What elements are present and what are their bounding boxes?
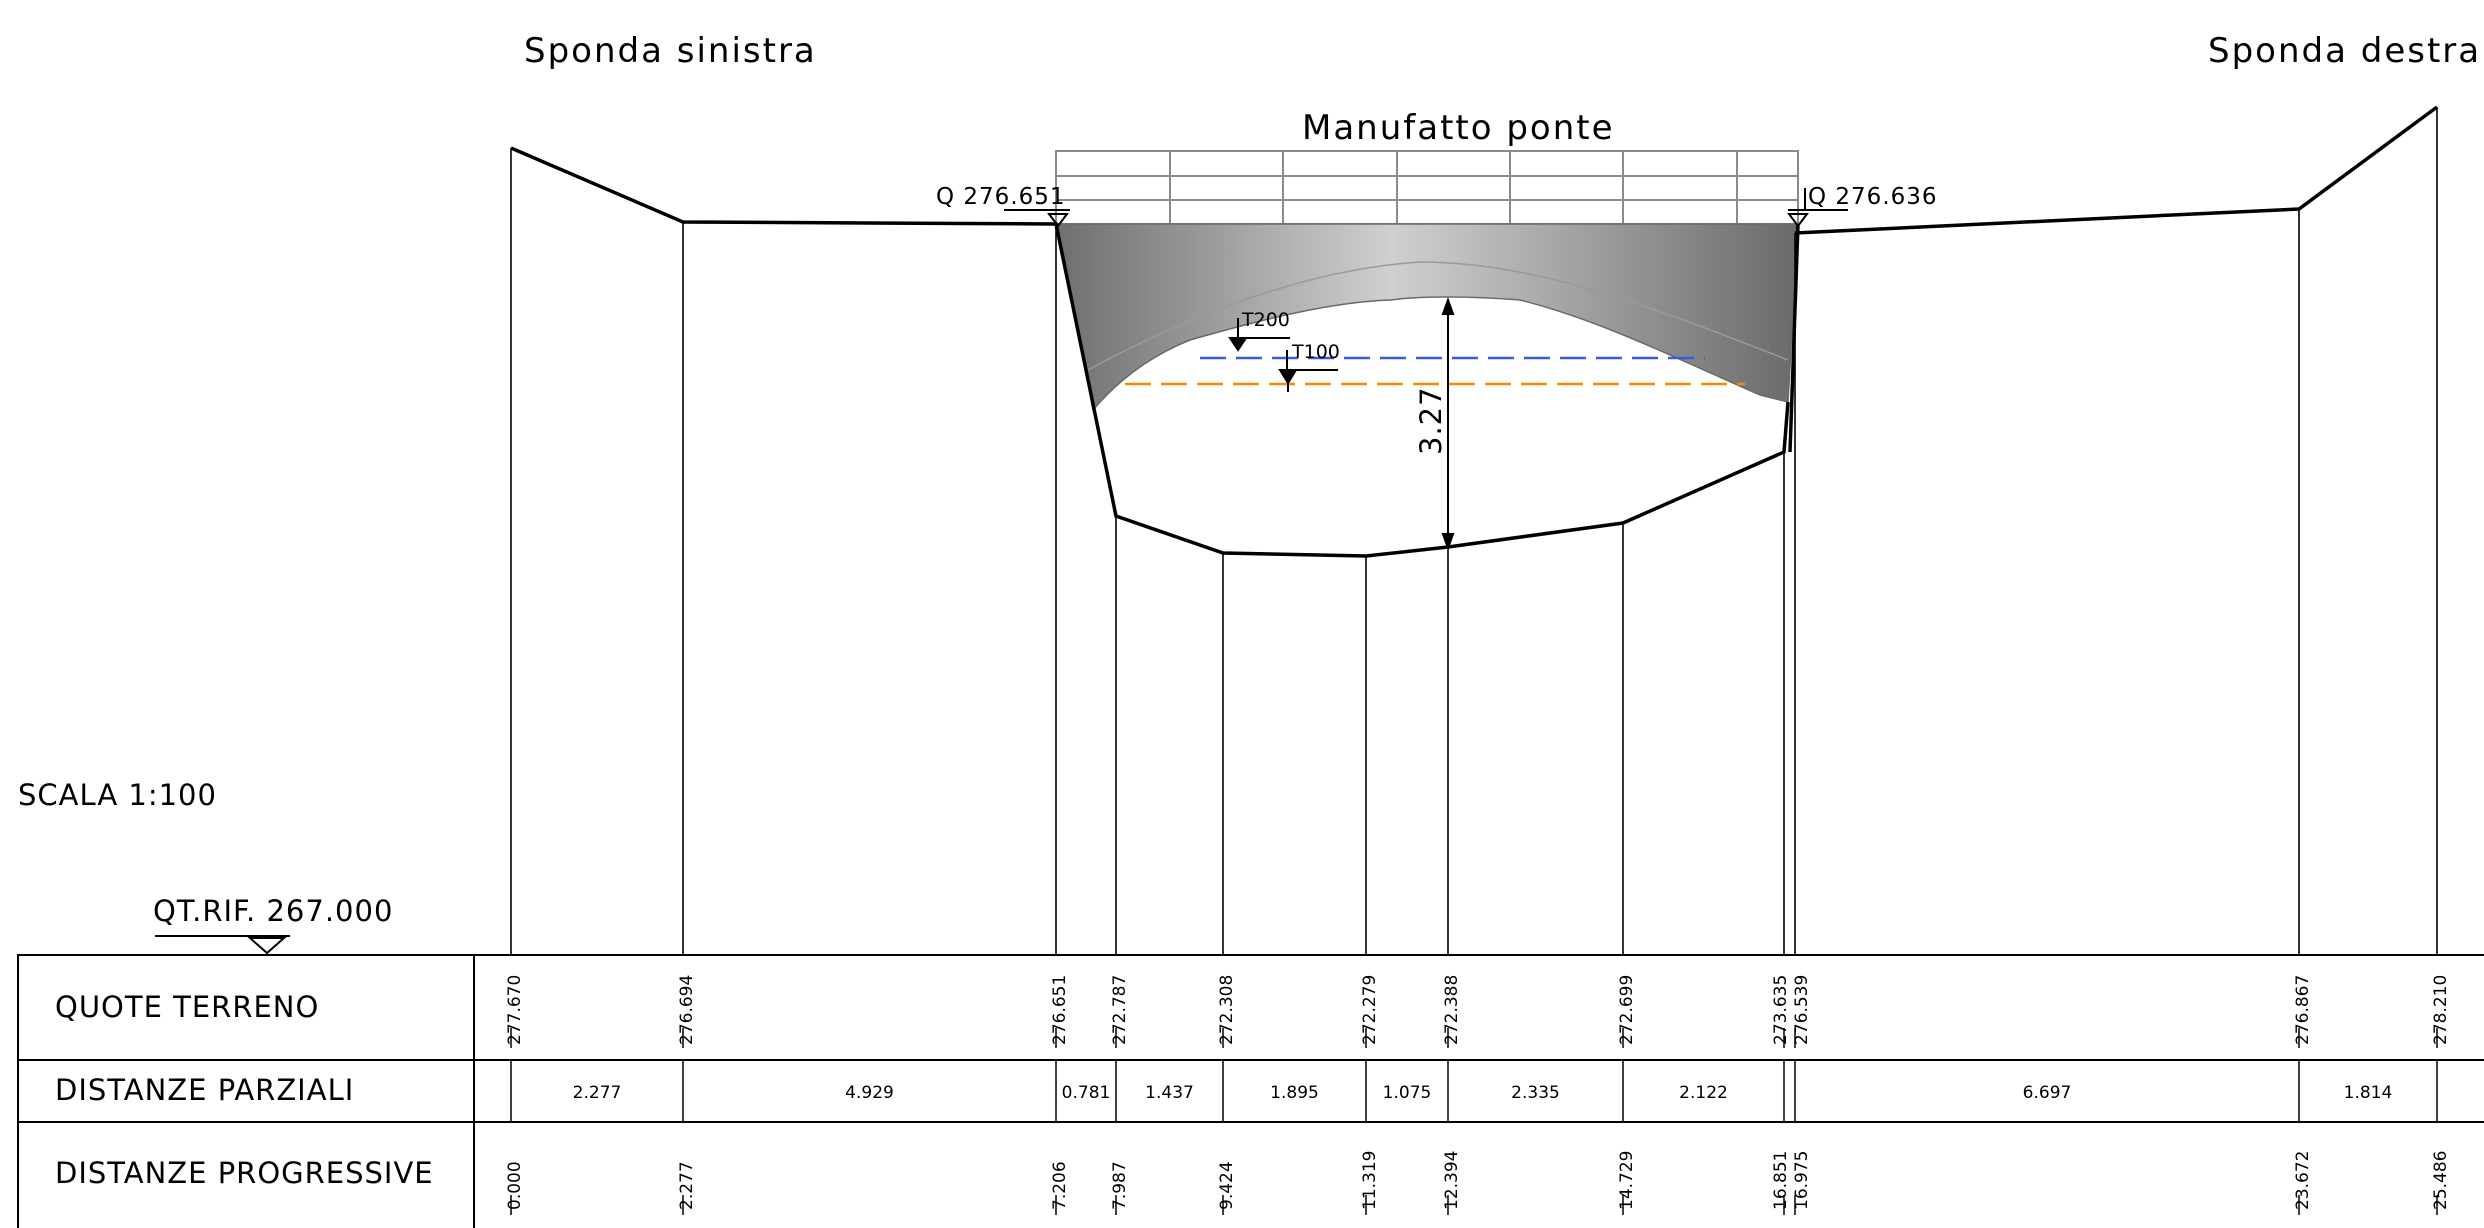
distanza-parziale-value: 2.122 (1679, 1083, 1728, 1103)
q-left-label: Q 276.651 (936, 184, 1066, 210)
distanza-progressiva-value: 11.319 (1360, 1151, 1380, 1210)
distanza-progressiva-value: 12.394 (1442, 1151, 1462, 1210)
bridge-intrados-line (1087, 261, 1789, 371)
distanza-parziale-value: 4.929 (845, 1083, 894, 1103)
row-label-distanze-parziali: DISTANZE PARZIALI (55, 1073, 354, 1107)
distanza-progressiva-value: 0.000 (505, 1161, 525, 1210)
t100-marker (1278, 350, 1338, 392)
clearance-dimension (1441, 297, 1455, 551)
distanza-parziale-value: 1.437 (1145, 1083, 1194, 1103)
table-cells: 277.670 276.694 276.651 272.787 272.308 272.2… (505, 975, 2451, 1215)
t200-label: T200 (1241, 309, 1290, 331)
quote-terreno-value: 276.867 (2293, 975, 2313, 1045)
distanza-parziale-value: 2.335 (1511, 1083, 1560, 1103)
quote-terreno-value: 278.210 (2431, 975, 2451, 1045)
distanza-progressiva-value: 7.987 (1110, 1161, 1130, 1210)
distanza-parziale-value: 1.895 (1270, 1083, 1319, 1103)
distanza-parziale-value: 1.075 (1383, 1083, 1432, 1103)
distanza-progressiva-value: 2.277 (677, 1161, 697, 1210)
ground-profile-right (1794, 105, 2439, 235)
q-right-label: Q 276.636 (1808, 184, 1938, 210)
quote-terreno-value: 276.694 (677, 975, 697, 1045)
quote-terreno-value: 276.539 (1792, 975, 1812, 1045)
quote-terreno-value: 272.699 (1617, 975, 1637, 1045)
left-bank-title: Sponda sinistra (524, 31, 817, 71)
station-verticals (510, 107, 2438, 955)
quote-terreno-value: 276.651 (1050, 975, 1070, 1045)
distanza-parziale-value: 0.781 (1062, 1083, 1111, 1103)
distanza-progressiva-value: 9.424 (1217, 1161, 1237, 1210)
q-right-marker (1787, 188, 1848, 228)
right-abutment (1788, 223, 1800, 453)
row-label-quote-terreno: QUOTE TERRENO (55, 990, 319, 1024)
bridge-deck (1057, 223, 1799, 412)
quote-terreno-value: 272.308 (1217, 975, 1237, 1045)
distanza-parziale-value: 6.697 (2023, 1083, 2072, 1103)
bridge-title: Manufatto ponte (1302, 108, 1615, 148)
bridge-railing (1055, 150, 1799, 225)
q-left-marker (1004, 209, 1070, 228)
distanza-progressiva-value: 16.851 (1771, 1151, 1791, 1210)
quote-terreno-value: 272.787 (1110, 975, 1130, 1045)
quote-terreno-value: 272.279 (1360, 975, 1380, 1045)
scale-label: SCALA 1:100 (18, 778, 217, 812)
data-table-frame (17, 954, 2484, 1228)
distanza-progressiva-value: 14.729 (1617, 1151, 1637, 1210)
clearance-label: 3.27 (1414, 386, 1448, 455)
distanza-parziale-value: 2.277 (573, 1083, 622, 1103)
reference-level-label: QT.RIF. 267.000 (153, 894, 393, 928)
reference-marker (155, 935, 290, 955)
quote-terreno-value: 272.388 (1442, 975, 1462, 1045)
t100-label: T100 (1291, 341, 1340, 363)
distanza-progressiva-value: 7.206 (1050, 1161, 1070, 1210)
distanza-parziale-value: 1.814 (2344, 1083, 2393, 1103)
right-bank-title: Sponda destra (2208, 31, 2481, 71)
t200-marker (1228, 318, 1290, 352)
quote-terreno-value: 277.670 (505, 975, 525, 1045)
distanza-progressiva-value: 23.672 (2293, 1151, 2313, 1210)
row-label-distanze-progressive: DISTANZE PROGRESSIVE (55, 1156, 434, 1190)
ground-profile (510, 146, 1790, 558)
distanza-progressiva-value: 16.975 (1792, 1151, 1812, 1210)
quote-terreno-value: 273.635 (1771, 975, 1791, 1045)
distanza-progressiva-value: 25.486 (2431, 1151, 2451, 1210)
